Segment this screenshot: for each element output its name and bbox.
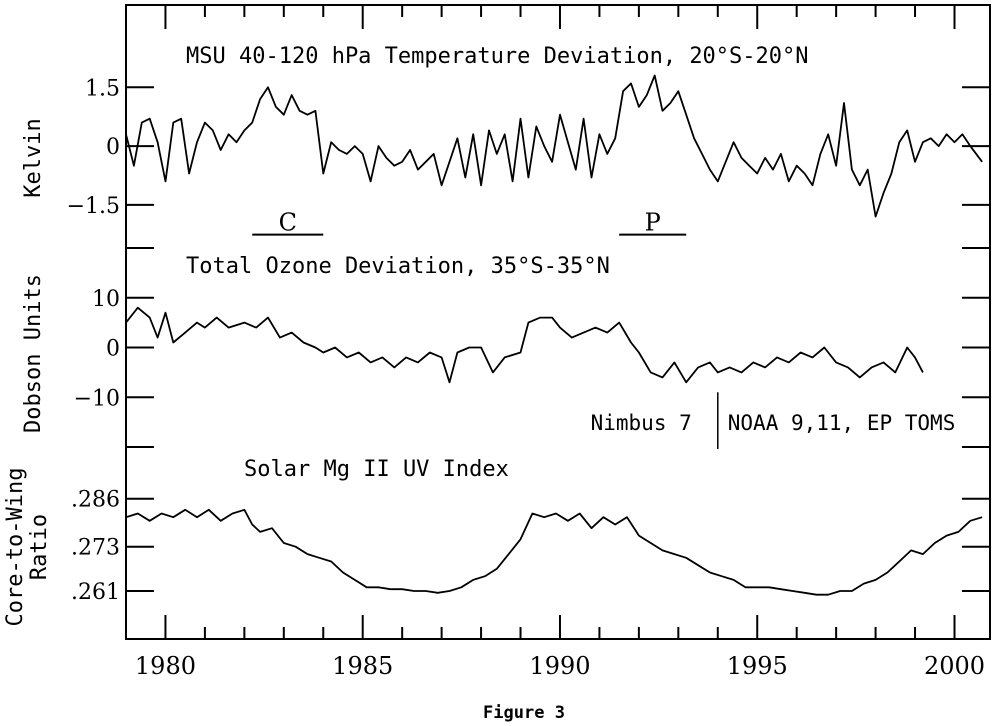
y-axis-label: Dobson Units	[21, 274, 46, 433]
plot-frame	[125, 4, 991, 640]
x-tick-label: 1990	[529, 652, 590, 680]
event-label: C	[279, 209, 297, 237]
series-line	[125, 74, 983, 218]
y-tick-label: −10	[74, 386, 120, 411]
y-axis-label: Kelvin	[21, 118, 46, 197]
panel-title: Solar Mg II UV Index	[244, 457, 509, 482]
panel-1: MSU 40-120 hPa Temperature Deviation, 20…	[21, 44, 990, 237]
y-tick-label: .286	[71, 488, 120, 513]
y-tick-label: −1.5	[67, 194, 120, 219]
series-line	[125, 508, 983, 596]
x-tick-label: 1985	[332, 652, 393, 680]
figure-caption: Figure 3	[483, 703, 565, 723]
panel-title: MSU 40-120 hPa Temperature Deviation, 20…	[186, 44, 809, 69]
y-tick-label: 10	[92, 287, 120, 312]
instrument-label: NOAA 9,11, EP TOMS	[728, 411, 956, 435]
y-tick-label: .273	[71, 536, 120, 561]
panel-title: Total Ozone Deviation, 35°S-35°N	[186, 254, 610, 279]
y-tick-label: 0	[106, 135, 120, 160]
x-tick-label: 1995	[727, 652, 788, 680]
instrument-label: Nimbus 7	[591, 411, 692, 435]
y-tick-label: 1.5	[85, 76, 120, 101]
panel-3: Solar Mg II UV Index Core-to-WingRatio .28…	[3, 446, 990, 627]
y-tick-label: 0	[106, 337, 120, 362]
x-tick-label: 2000	[924, 652, 985, 680]
event-label: P	[645, 209, 661, 237]
y-tick-label: .261	[71, 580, 120, 605]
x-axis: 1980 1985 1990 1995 2000	[125, 5, 985, 680]
series-line	[125, 306, 924, 384]
x-tick-label: 1980	[135, 652, 196, 680]
panel-2: Total Ozone Deviation, 35°S-35°N Dobson U…	[21, 247, 990, 449]
y-axis-label: Core-to-WingRatio	[3, 468, 52, 627]
